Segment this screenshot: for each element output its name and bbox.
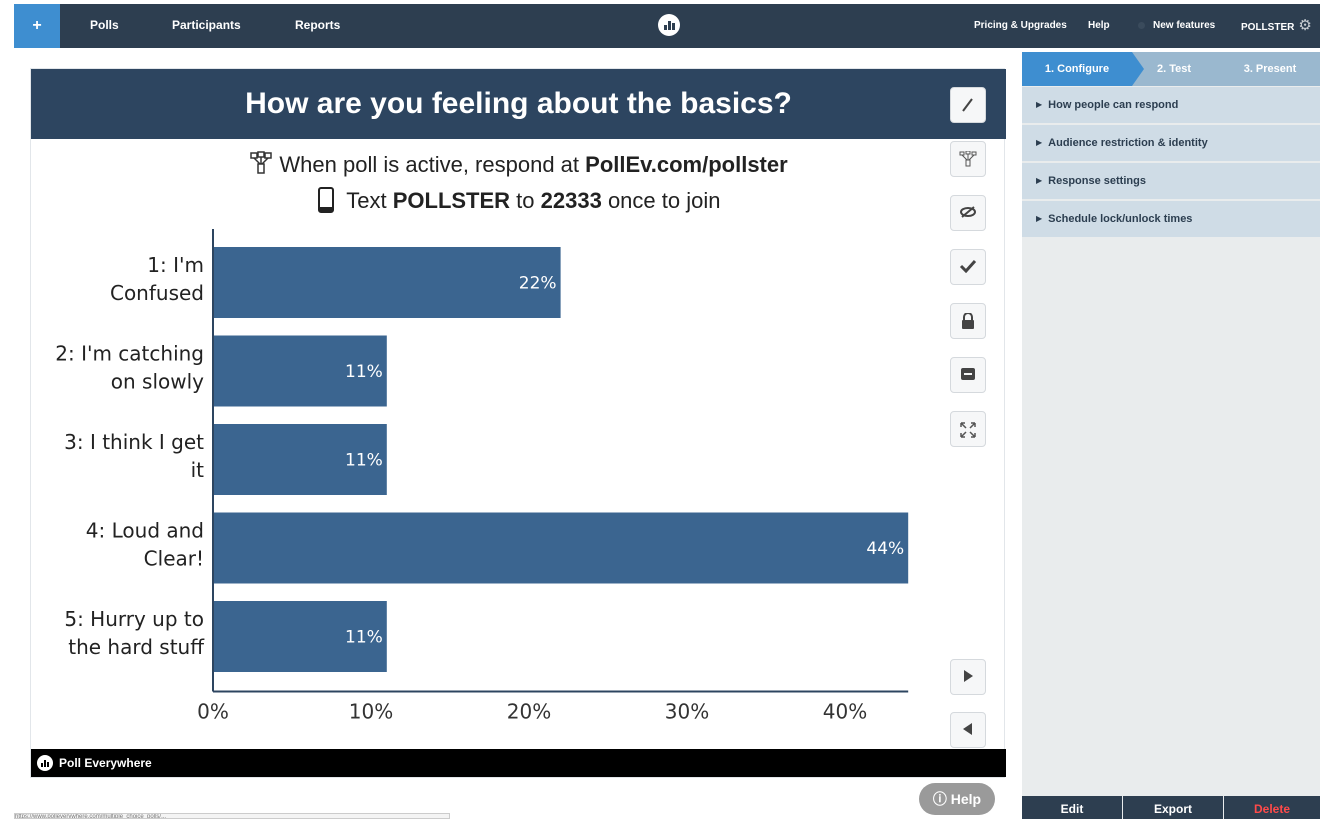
export-button[interactable]: Export [1123,796,1223,819]
next-poll-button[interactable] [950,659,986,695]
top-navbar: + Polls Participants Reports Pricing & U… [14,4,1320,48]
poll-everywhere-logo-icon [37,755,53,771]
response-options-button[interactable] [950,141,986,177]
fullscreen-icon [960,422,976,438]
category-label: Clear! [144,547,204,571]
x-tick-label: 10% [349,700,393,724]
sms-keyword: POLLSTER [392,188,511,213]
nav-new-features[interactable]: New features [1138,4,1215,48]
edit-button[interactable]: Edit [1022,796,1122,819]
bar-value-label: 11% [345,362,383,382]
category-label: it [191,458,205,482]
bar-value-label: 11% [345,628,383,648]
category-label: on slowly [111,370,204,394]
nav-participants[interactable]: Participants [172,18,241,32]
x-tick-label: 30% [665,700,709,724]
check-icon [959,259,977,274]
help-circle-icon: ⓘ [932,791,947,807]
bar-value-label: 11% [345,451,383,471]
create-poll-button[interactable]: + [14,4,60,48]
x-tick-label: 0% [197,700,229,724]
category-label: 2: I'm catching [55,342,204,366]
poll-title: How are you feeling about the basics? [245,87,792,120]
footer-brand: Poll Everywhere [59,756,152,770]
nav-polls[interactable]: Polls [90,18,119,32]
section-audience-restriction[interactable]: ▶ Audience restriction & identity [1022,125,1320,162]
join-instructions: When poll is active, respond at PollEv.c… [31,147,1006,219]
x-tick-label: 40% [823,700,867,724]
category-label: 3: I think I get [64,430,204,454]
phone-icon [317,187,334,213]
play-icon [964,670,973,682]
previous-poll-button[interactable] [950,712,986,748]
poll-canvas: How are you feeling about the basics? Wh… [30,68,1006,778]
lock-poll-button[interactable] [950,303,986,339]
triangle-right-icon: ▶ [1036,176,1043,185]
sidebar-actions: Edit Export Delete [1022,796,1320,819]
x-tick-label: 20% [507,700,551,724]
triangle-right-icon: ▶ [1036,138,1043,147]
response-methods-icon [250,151,273,174]
poll-everywhere-logo-icon[interactable] [658,14,680,36]
poll-url: PollEv.com/pollster [585,152,788,177]
category-label: 4: Loud and [86,519,204,543]
triangle-right-icon: ▶ [1036,214,1043,223]
category-label: 5: Hurry up to [64,607,204,631]
chart-bar [213,247,561,318]
mark-correct-button[interactable] [950,249,986,285]
lock-icon [962,312,974,329]
back-arrow-icon [963,723,972,735]
results-bar-chart: 22% 1: I'm Confused 11% 2: I'm catching on sl… [55,229,909,724]
section-how-people-can-respond[interactable]: ▶ How people can respond [1022,87,1320,124]
bar-value-label: 22% [519,274,557,294]
bar-value-label: 44% [866,539,904,559]
chart-bar [213,335,387,407]
archive-button[interactable] [950,357,986,393]
web-response-instruction: When poll is active, respond at PollEv.c… [31,147,1006,183]
chart-bar [213,601,387,672]
section-response-settings[interactable]: ▶ Response settings [1022,163,1320,200]
nav-reports[interactable]: Reports [295,18,341,32]
poll-title-bar: How are you feeling about the basics? [31,69,1006,139]
sms-number: 22333 [540,188,602,213]
chart-bar [213,424,387,495]
gear-icon: ⚙ [1298,17,1312,34]
config-sidebar: 2. Test 3. Present 1. Configure ▶ How peo… [1022,52,1320,819]
triangle-right-icon: ▶ [1036,100,1043,109]
delete-button[interactable]: Delete [1224,796,1320,819]
browser-status-bar: https://www.polleverywhere.com/multiple_… [14,813,450,819]
edit-pencil-button[interactable] [950,87,986,123]
fullscreen-button[interactable] [950,411,986,447]
poll-footer: Poll Everywhere [31,749,1006,777]
eye-hidden-icon [960,206,976,218]
category-label: Confused [110,281,204,305]
sms-instruction: Text POLLSTER to 22333 once to join [31,183,1006,219]
nav-help[interactable]: Help [1088,20,1110,31]
help-button[interactable]: ⓘ Help [919,783,995,815]
response-methods-icon [959,150,977,167]
pencil-icon [962,98,973,112]
tab-configure[interactable]: 1. Configure [1022,52,1132,86]
nav-pricing-upgrades[interactable]: Pricing & Upgrades [974,20,1067,31]
chart-bar [213,512,909,584]
archive-icon [961,368,975,380]
category-label: 1: I'm [147,253,204,277]
section-schedule-lock[interactable]: ▶ Schedule lock/unlock times [1022,201,1320,238]
step-arrow-icon [1132,52,1144,86]
tab-present[interactable]: 3. Present [1220,52,1320,86]
hide-results-button[interactable] [950,195,986,231]
account-menu[interactable]: POLLSTER ⚙ [1241,17,1312,34]
new-features-dot-icon [1138,21,1145,29]
category-label: the hard stuff [68,635,205,659]
